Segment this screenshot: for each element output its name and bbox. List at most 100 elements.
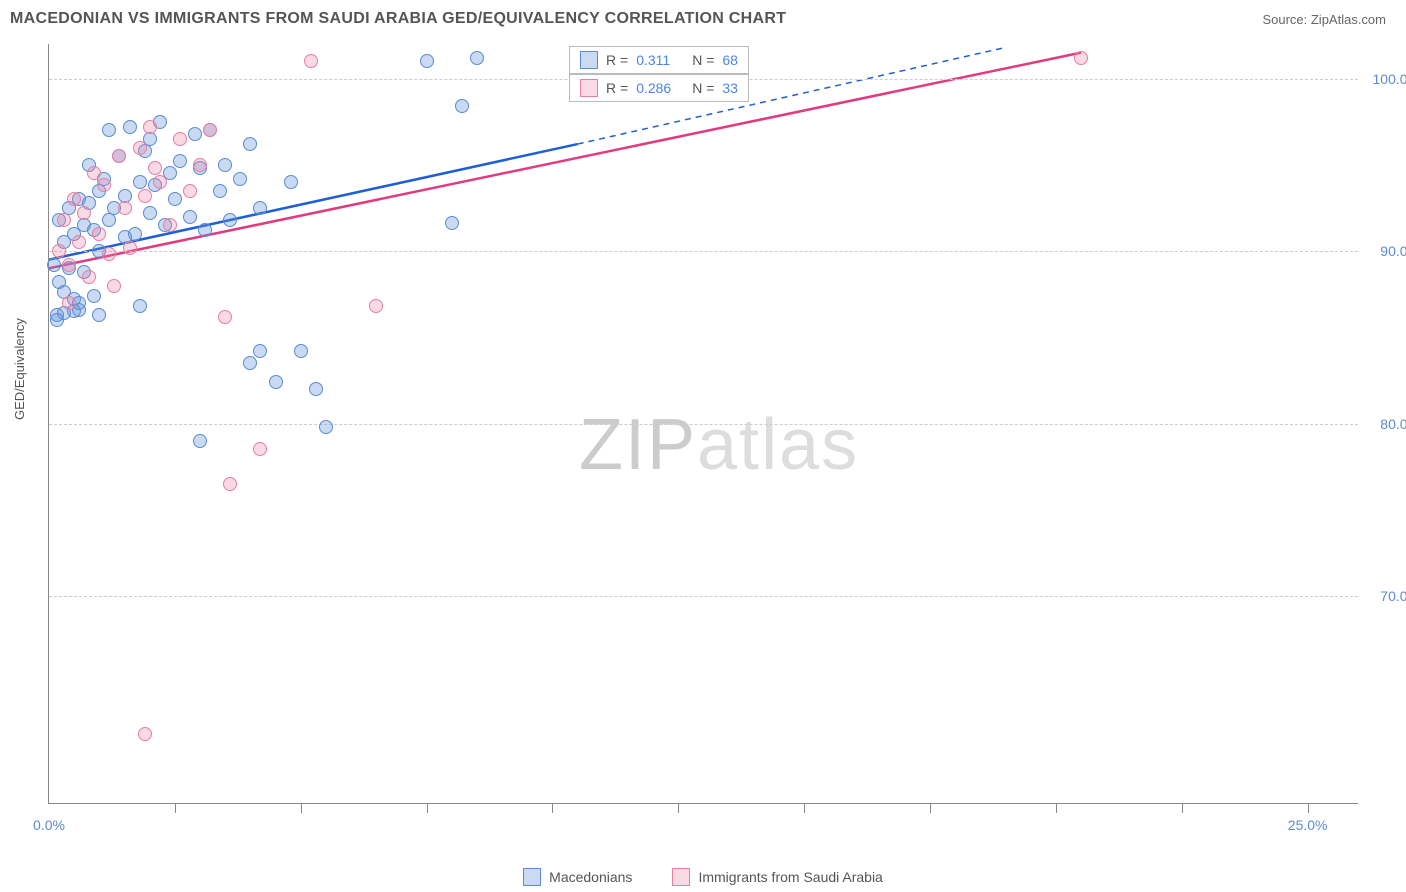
r-value: 0.286 xyxy=(636,80,684,96)
data-point xyxy=(143,206,157,220)
data-point xyxy=(269,375,283,389)
source-attribution: Source: ZipAtlas.com xyxy=(1262,12,1386,27)
n-label: N = xyxy=(692,80,714,96)
data-point xyxy=(369,299,383,313)
data-point xyxy=(102,247,116,261)
data-point xyxy=(72,235,86,249)
n-value: 68 xyxy=(722,52,738,68)
data-point xyxy=(233,172,247,186)
chart-plot-area: ZIPatlas 70.0%80.0%90.0%100.0%0.0%25.0%R… xyxy=(48,44,1358,804)
data-point xyxy=(168,192,182,206)
data-point xyxy=(97,178,111,192)
legend-swatch-series1 xyxy=(523,868,541,886)
x-tick-label: 0.0% xyxy=(33,817,65,833)
data-point xyxy=(57,213,71,227)
x-tick-mark xyxy=(930,803,931,813)
data-point xyxy=(52,244,66,258)
header: MACEDONIAN VS IMMIGRANTS FROM SAUDI ARAB… xyxy=(0,0,1406,34)
data-point xyxy=(223,213,237,227)
data-point xyxy=(138,189,152,203)
r-label: R = xyxy=(606,80,628,96)
data-point xyxy=(173,132,187,146)
data-point xyxy=(102,213,116,227)
data-point xyxy=(123,120,137,134)
data-point xyxy=(470,51,484,65)
data-point xyxy=(445,216,459,230)
data-point xyxy=(203,123,217,137)
data-point xyxy=(92,227,106,241)
y-tick-label: 80.0% xyxy=(1380,416,1406,432)
data-point xyxy=(107,279,121,293)
data-point xyxy=(153,175,167,189)
data-point xyxy=(133,299,147,313)
data-point xyxy=(143,120,157,134)
data-point xyxy=(253,442,267,456)
data-point xyxy=(1074,51,1088,65)
data-point xyxy=(183,210,197,224)
data-point xyxy=(253,344,267,358)
data-point xyxy=(133,175,147,189)
legend-item-series2: Immigrants from Saudi Arabia xyxy=(672,868,882,886)
source-link[interactable]: ZipAtlas.com xyxy=(1311,12,1386,27)
data-point xyxy=(138,727,152,741)
data-point xyxy=(163,218,177,232)
data-point xyxy=(102,123,116,137)
x-tick-mark xyxy=(1182,803,1183,813)
legend-label-series1: Macedonians xyxy=(549,869,632,885)
x-tick-mark xyxy=(1056,803,1057,813)
bottom-legend: Macedonians Immigrants from Saudi Arabia xyxy=(0,868,1406,886)
x-tick-mark xyxy=(301,803,302,813)
n-value: 33 xyxy=(722,80,738,96)
x-tick-mark xyxy=(678,803,679,813)
data-point xyxy=(213,184,227,198)
x-tick-mark xyxy=(427,803,428,813)
y-tick-label: 100.0% xyxy=(1373,71,1406,87)
data-point xyxy=(87,166,101,180)
data-point xyxy=(253,201,267,215)
data-point xyxy=(62,296,76,310)
gridline-h xyxy=(49,424,1358,425)
stats-swatch xyxy=(580,51,598,69)
data-point xyxy=(420,54,434,68)
data-point xyxy=(62,258,76,272)
data-point xyxy=(319,420,333,434)
y-tick-label: 70.0% xyxy=(1380,588,1406,604)
data-point xyxy=(87,289,101,303)
data-point xyxy=(188,127,202,141)
data-point xyxy=(128,227,142,241)
data-point xyxy=(133,141,147,155)
data-point xyxy=(223,477,237,491)
gridline-h xyxy=(49,596,1358,597)
data-point xyxy=(309,382,323,396)
data-point xyxy=(47,258,61,272)
y-tick-label: 90.0% xyxy=(1380,243,1406,259)
x-tick-mark xyxy=(804,803,805,813)
data-point xyxy=(183,184,197,198)
watermark: ZIPatlas xyxy=(579,404,859,486)
n-label: N = xyxy=(692,52,714,68)
x-tick-label: 25.0% xyxy=(1288,817,1328,833)
data-point xyxy=(77,206,91,220)
chart-title: MACEDONIAN VS IMMIGRANTS FROM SAUDI ARAB… xyxy=(10,10,786,28)
legend-label-series2: Immigrants from Saudi Arabia xyxy=(698,869,882,885)
source-prefix: Source: xyxy=(1262,12,1310,27)
x-tick-mark xyxy=(552,803,553,813)
gridline-h xyxy=(49,251,1358,252)
data-point xyxy=(82,270,96,284)
data-point xyxy=(198,223,212,237)
data-point xyxy=(112,149,126,163)
data-point xyxy=(92,308,106,322)
data-point xyxy=(243,137,257,151)
data-point xyxy=(304,54,318,68)
data-point xyxy=(173,154,187,168)
data-point xyxy=(148,161,162,175)
data-point xyxy=(455,99,469,113)
x-tick-mark xyxy=(1308,803,1309,813)
data-point xyxy=(193,158,207,172)
watermark-atlas: atlas xyxy=(697,405,859,485)
r-value: 0.311 xyxy=(636,52,684,68)
r-label: R = xyxy=(606,52,628,68)
watermark-zip: ZIP xyxy=(579,405,697,485)
data-point xyxy=(294,344,308,358)
data-point xyxy=(218,158,232,172)
